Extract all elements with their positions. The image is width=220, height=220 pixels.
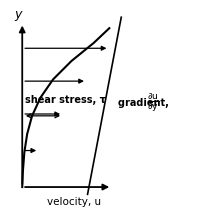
Text: gradient,: gradient, — [118, 98, 172, 108]
Text: shear stress, τ: shear stress, τ — [25, 95, 106, 105]
Text: velocity, u: velocity, u — [47, 197, 101, 207]
Text: y: y — [14, 8, 22, 21]
Text: $\mathdefault{\frac{\partial u}{\partial y}}$: $\mathdefault{\frac{\partial u}{\partial… — [147, 92, 160, 114]
